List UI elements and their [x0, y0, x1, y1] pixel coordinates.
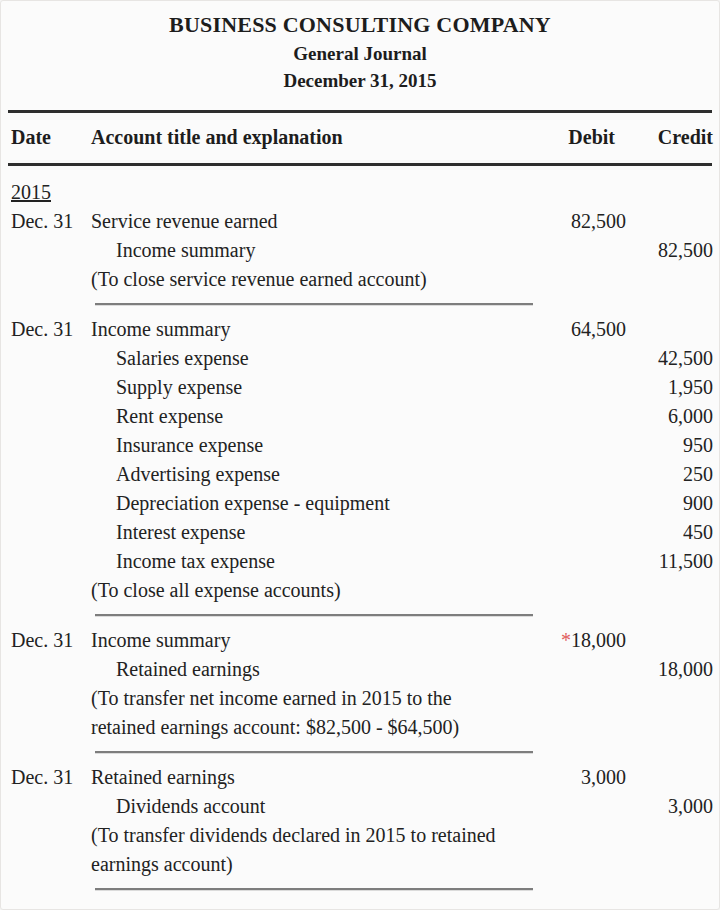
column-header-account: Account title and explanation — [91, 123, 541, 152]
credit-cell: 6,000 — [629, 402, 719, 431]
account-cell: Rent expense — [91, 402, 541, 431]
entry-separator — [95, 751, 533, 753]
journal-row: (To close all expense accounts) — [1, 576, 719, 605]
explanation-cell: (To close all expense accounts) — [91, 576, 503, 605]
journal-row: Insurance expense 950 — [1, 431, 719, 460]
separator-row — [1, 294, 719, 315]
table-header-row: Date Account title and explanation Debit… — [1, 113, 719, 163]
journal-row: Dec. 31 Income summary 64,500 — [1, 315, 719, 344]
explanation-cell: (To transfer dividends declared in 2015 … — [91, 821, 503, 879]
account-cell: Income summary — [91, 315, 541, 344]
account-cell: Supply expense — [91, 373, 541, 402]
journal-row: (To transfer dividends declared in 2015 … — [1, 821, 719, 879]
account-cell: Depreciation expense - equipment — [91, 489, 541, 518]
date-cell: Dec. 31 — [1, 763, 91, 792]
credit-cell: 3,000 — [629, 792, 719, 821]
journal-row: Retained earnings 18,000 — [1, 655, 719, 684]
credit-cell: 450 — [629, 518, 719, 547]
account-cell: Dividends account — [91, 792, 541, 821]
journal-row: Dec. 31 Service revenue earned 82,500 — [1, 207, 719, 236]
debit-cell: 64,500 — [541, 315, 629, 344]
debit-cell: 82,500 — [541, 207, 629, 236]
company-title: BUSINESS CONSULTING COMPANY — [1, 10, 719, 40]
year-label: 2015 — [1, 178, 719, 207]
account-cell: Salaries expense — [91, 344, 541, 373]
journal-row: (To close service revenue earned account… — [1, 265, 719, 294]
column-header-credit: Credit — [629, 123, 719, 152]
explanation-cell: (To close service revenue earned account… — [91, 265, 503, 294]
journal-row: Dividends account 3,000 — [1, 792, 719, 821]
journal-row: Advertising expense 250 — [1, 460, 719, 489]
debit-cell: 3,000 — [541, 763, 629, 792]
account-cell: Income summary — [91, 626, 541, 655]
journal-entry: Dec. 31 Service revenue earned 82,500 In… — [1, 207, 719, 315]
general-journal-document: BUSINESS CONSULTING COMPANY General Jour… — [0, 0, 720, 910]
entry-separator — [95, 614, 533, 616]
explanation-cell: (To transfer net income earned in 2015 t… — [91, 684, 503, 742]
account-cell: Service revenue earned — [91, 207, 541, 236]
credit-cell: 18,000 — [629, 655, 719, 684]
credit-cell: 900 — [629, 489, 719, 518]
separator-row — [1, 605, 719, 626]
credit-cell: 250 — [629, 460, 719, 489]
credit-cell: 950 — [629, 431, 719, 460]
separator-row — [1, 879, 719, 900]
journal-row: Dec. 31 Income summary *18,000 — [1, 626, 719, 655]
journal-row: Supply expense 1,950 — [1, 373, 719, 402]
account-cell: Retained earnings — [91, 763, 541, 792]
column-header-debit: Debit — [541, 123, 629, 152]
journal-entry: Dec. 31 Retained earnings 3,000 Dividend… — [1, 763, 719, 900]
date-cell: Dec. 31 — [1, 626, 91, 655]
debit-amount: 18,000 — [571, 629, 626, 651]
column-header-date: Date — [1, 123, 91, 152]
journal-body: 2015 Dec. 31 Service revenue earned 82,5… — [1, 166, 719, 900]
journal-row: Income summary 82,500 — [1, 236, 719, 265]
credit-cell: 82,500 — [629, 236, 719, 265]
journal-date: December 31, 2015 — [1, 67, 719, 94]
journal-row: (To transfer net income earned in 2015 t… — [1, 684, 719, 742]
journal-row: Interest expense 450 — [1, 518, 719, 547]
credit-cell: 42,500 — [629, 344, 719, 373]
debit-cell: *18,000 — [541, 626, 629, 655]
entry-separator — [95, 888, 533, 890]
journal-entry: Dec. 31 Income summary *18,000 Retained … — [1, 626, 719, 763]
date-cell: Dec. 31 — [1, 315, 91, 344]
credit-cell: 11,500 — [629, 547, 719, 576]
separator-row — [1, 742, 719, 763]
document-header: BUSINESS CONSULTING COMPANY General Jour… — [1, 1, 719, 94]
account-cell: Interest expense — [91, 518, 541, 547]
account-cell: Retained earnings — [91, 655, 541, 684]
journal-row: Rent expense 6,000 — [1, 402, 719, 431]
entry-separator — [95, 303, 533, 305]
journal-title: General Journal — [1, 40, 719, 67]
date-cell: Dec. 31 — [1, 207, 91, 236]
account-cell: Income tax expense — [91, 547, 541, 576]
journal-entry: Dec. 31 Income summary 64,500 Salaries e… — [1, 315, 719, 626]
account-cell: Income summary — [91, 236, 541, 265]
credit-cell: 1,950 — [629, 373, 719, 402]
journal-row: Dec. 31 Retained earnings 3,000 — [1, 763, 719, 792]
net-income-asterisk: * — [561, 629, 571, 651]
account-cell: Insurance expense — [91, 431, 541, 460]
journal-row: Depreciation expense - equipment 900 — [1, 489, 719, 518]
journal-row: Salaries expense 42,500 — [1, 344, 719, 373]
account-cell: Advertising expense — [91, 460, 541, 489]
journal-row: Income tax expense 11,500 — [1, 547, 719, 576]
